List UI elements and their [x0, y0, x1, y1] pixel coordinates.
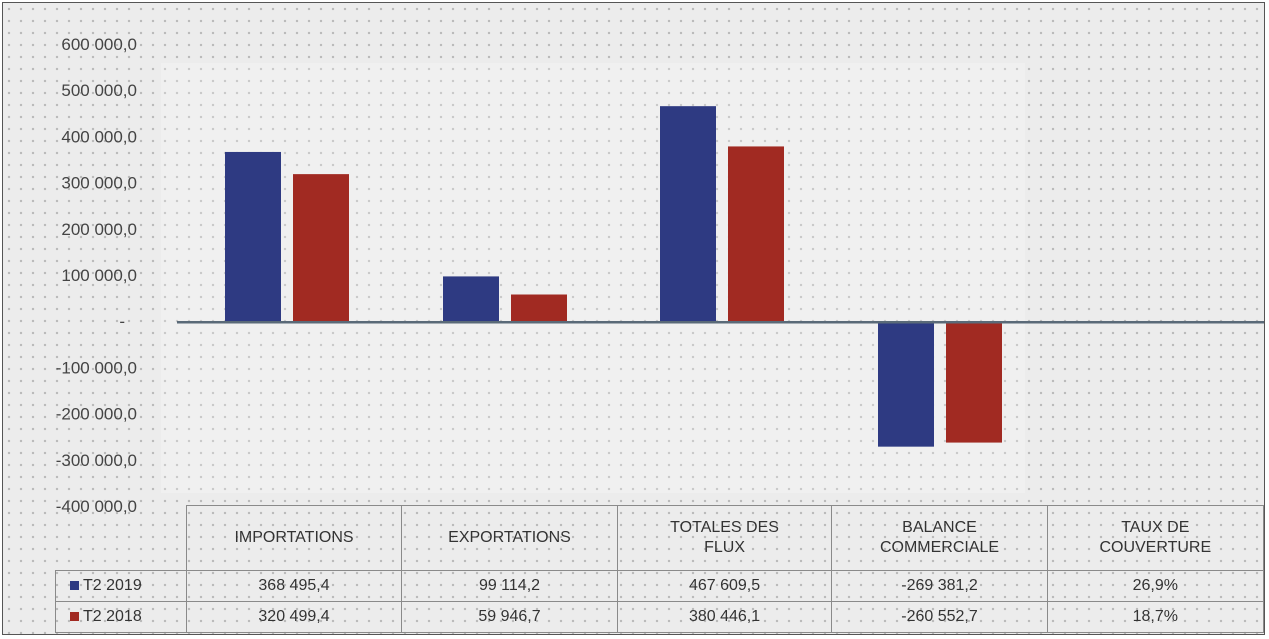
table-row: T2 2019 368 495,4 99 114,2 467 609,5 -26… — [55, 570, 1265, 602]
header-label: BALANCE COMMERCIALE — [879, 519, 1000, 556]
table-corner — [56, 506, 187, 571]
table-cell: 467 609,5 — [616, 570, 833, 602]
header-label: EXPORTATIONS — [448, 529, 571, 546]
legend-swatch-t2-2018 — [70, 612, 79, 622]
y-tick-label: -300 000,0 — [56, 451, 137, 470]
table-cell: 26,9% — [1046, 570, 1265, 602]
header-label: TAUX DE COUVERTURE — [1099, 519, 1212, 556]
bar-t2-2018-exportations — [511, 294, 567, 323]
bar-chart: 600 000,0 500 000,0 400 000,0 300 000,0 200 … — [56, 35, 1264, 516]
y-tick-label: 600 000,0 — [61, 35, 137, 54]
y-tick-label: 300 000,0 — [61, 174, 137, 193]
table-cell: 18,7% — [1046, 601, 1265, 633]
table-cell: 368 495,4 — [185, 570, 403, 602]
legend-cell-t2-2019: T2 2019 — [55, 570, 187, 602]
table-cell: -260 552,7 — [831, 601, 1048, 633]
series-label: T2 2018 — [83, 608, 142, 625]
table-header-exportations: EXPORTATIONS — [401, 505, 618, 571]
data-table: IMPORTATIONS EXPORTATIONS TOTALES DES FL… — [55, 505, 1265, 633]
y-tick-label: 500 000,0 — [61, 81, 137, 100]
table-cell: 99 114,2 — [401, 570, 618, 602]
bar-t2-2019-importations — [225, 151, 281, 323]
bar-t2-2018-balance-commerciale — [946, 322, 1002, 443]
table-row: T2 2018 320 499,4 59 946,7 380 446,1 -26… — [55, 601, 1265, 633]
table-cell: 320 499,4 — [185, 601, 403, 633]
series-label: T2 2019 — [83, 577, 142, 594]
header-label: IMPORTATIONS — [234, 529, 354, 546]
table-header-row: IMPORTATIONS EXPORTATIONS TOTALES DES FL… — [56, 505, 1265, 571]
y-tick-label: -100 000,0 — [56, 358, 137, 377]
y-tick-label: - — [119, 312, 125, 331]
table-header-balance-commerciale: BALANCE COMMERCIALE — [831, 505, 1048, 571]
bar-t2-2019-balance-commerciale — [878, 322, 934, 447]
bar-t2-2019-exportations — [443, 276, 499, 323]
legend-cell-t2-2018: T2 2018 — [55, 601, 187, 633]
table-cell: 59 946,7 — [401, 601, 618, 633]
y-tick-label: -200 000,0 — [56, 405, 137, 424]
bar-t2-2018-importations — [293, 174, 349, 323]
y-tick-label: -400 000,0 — [56, 497, 137, 516]
bar-t2-2019-totales-des-flux — [660, 106, 716, 323]
table-cell: 380 446,1 — [616, 601, 833, 633]
y-tick-label: 400 000,0 — [61, 127, 137, 146]
y-axis-ticks: 600 000,0 500 000,0 400 000,0 300 000,0 200 … — [56, 35, 137, 516]
legend-swatch-t2-2019 — [70, 581, 79, 591]
y-tick-label: 100 000,0 — [61, 266, 137, 285]
bar-t2-2018-totales-des-flux — [728, 146, 784, 323]
table-cell: -269 381,2 — [831, 570, 1048, 602]
bars-group — [225, 106, 1219, 447]
table-header-totales-des-flux: TOTALES DES FLUX — [616, 505, 833, 571]
table-header-importations: IMPORTATIONS — [185, 505, 403, 571]
header-label: TOTALES DES FLUX — [670, 519, 779, 556]
table-header-taux-de-couverture: TAUX DE COUVERTURE — [1046, 505, 1265, 571]
y-tick-label: 200 000,0 — [61, 220, 137, 239]
